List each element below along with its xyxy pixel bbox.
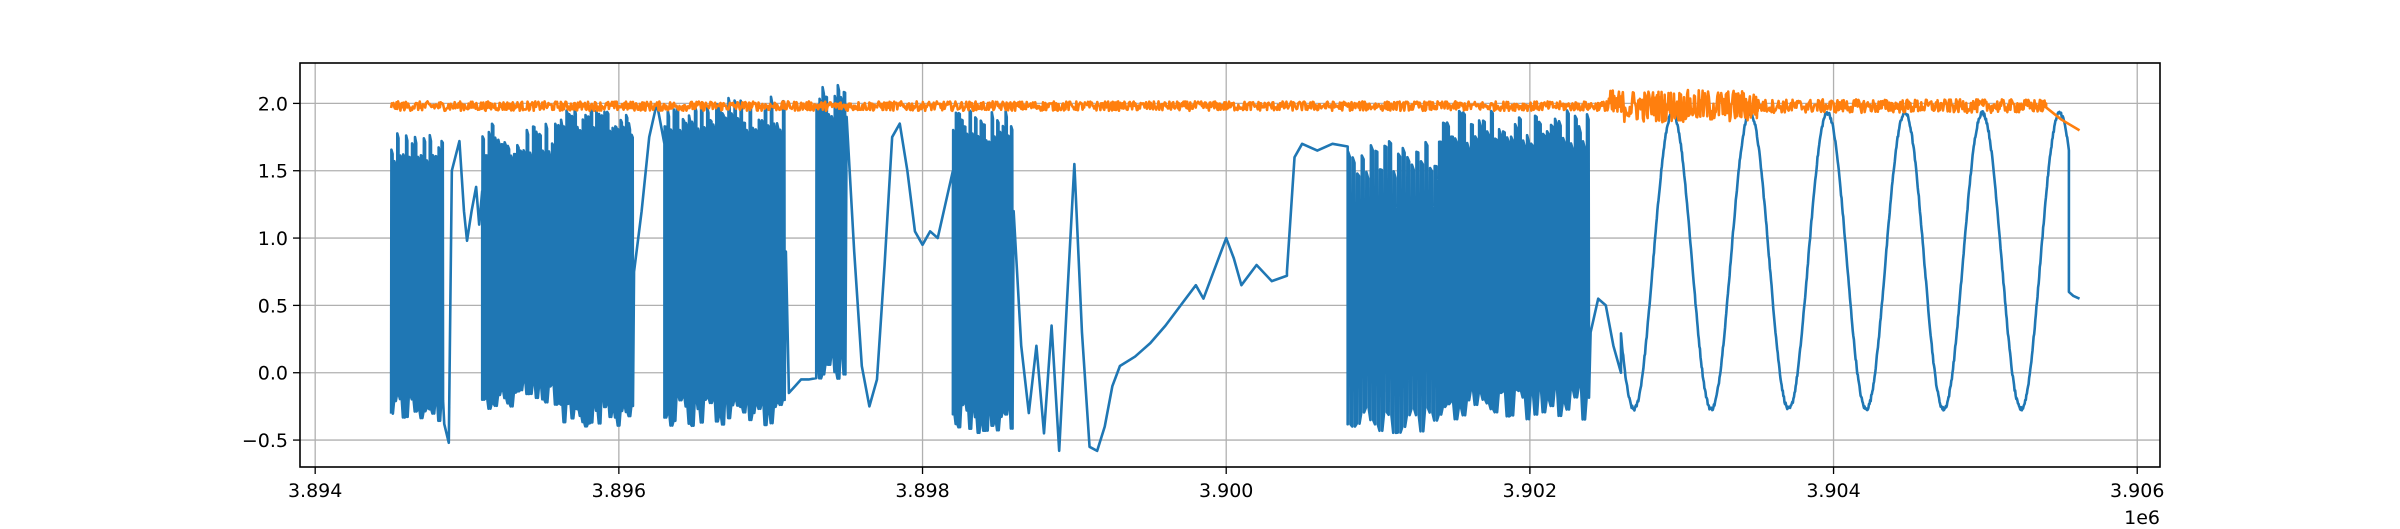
y-axis: −0.5 0.0 0.5 1.0 1.5 2.0 <box>242 93 300 452</box>
plot-frame <box>299 62 2161 468</box>
series-layer <box>389 83 2081 453</box>
x-tick-label: 3.894 <box>288 480 342 502</box>
y-tick-label: 2.0 <box>258 93 288 115</box>
x-axis: 3.894 3.896 3.898 3.900 3.902 3.904 3.906 <box>288 467 2164 502</box>
x-tick-label: 3.904 <box>1806 480 1860 502</box>
x-tick-label: 3.902 <box>1503 480 1557 502</box>
y-tick-label: −0.5 <box>242 430 288 452</box>
series-line-1 <box>389 88 2081 132</box>
x-tick-label: 3.896 <box>592 480 646 502</box>
y-tick-label: 1.5 <box>258 161 288 183</box>
x-tick-label: 3.898 <box>895 480 949 502</box>
x-offset-label: 1e6 <box>2124 507 2160 525</box>
y-tick-label: 0.0 <box>258 363 288 385</box>
x-tick-label: 3.906 <box>2110 480 2164 502</box>
y-tick-label: 0.5 <box>258 295 288 317</box>
x-tick-label: 3.900 <box>1199 480 1253 502</box>
y-tick-label: 1.0 <box>258 228 288 250</box>
series-line-0 <box>389 83 2081 453</box>
